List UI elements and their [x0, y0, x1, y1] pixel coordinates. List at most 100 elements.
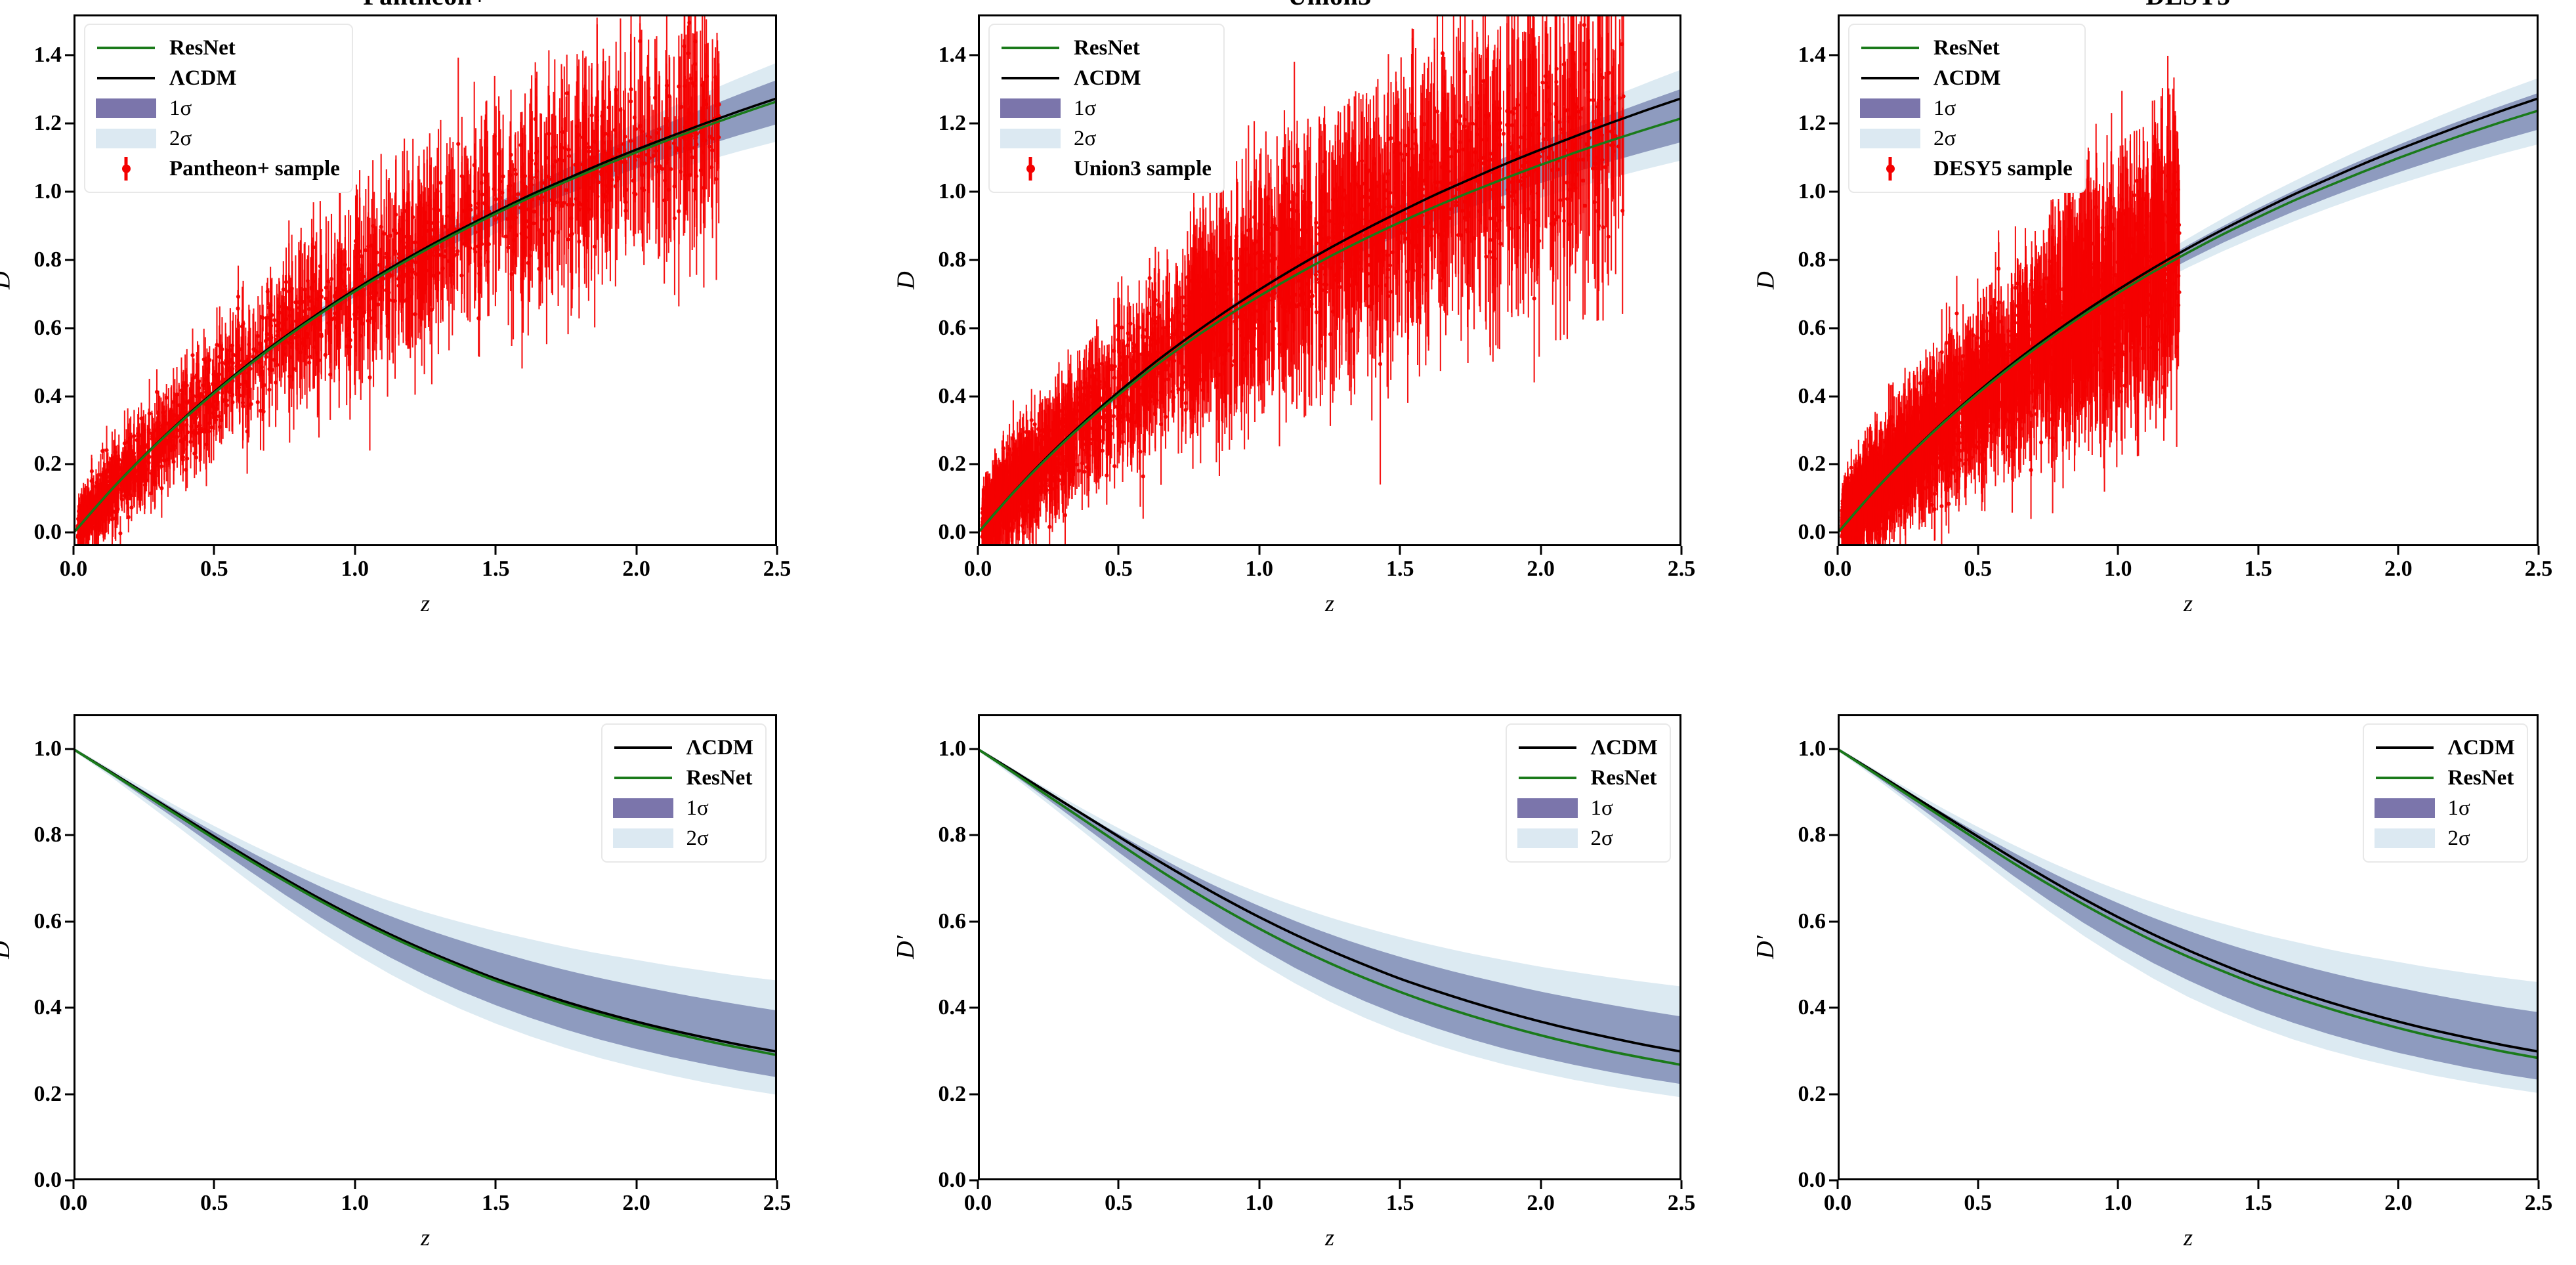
legend-key [1859, 37, 1922, 59]
legend-row: ResNet [2373, 763, 2515, 793]
legend-row: ResNet [95, 33, 340, 63]
xtick-label: 0.0 [59, 1191, 88, 1215]
ytick-label: 0.4 [33, 383, 62, 408]
xtick-mark [776, 546, 778, 555]
legend-row: 2σ [612, 823, 753, 853]
ytick-label: 0.0 [1798, 520, 1826, 545]
errorbar-marker-icon [1888, 157, 1892, 181]
xtick-label: 0.0 [59, 557, 88, 581]
ytick-label: 0.6 [938, 909, 967, 933]
xtick-label: 1.0 [341, 1191, 370, 1215]
legend-key [95, 97, 158, 119]
sigma1-swatch-icon [1517, 798, 1578, 818]
legend-key [999, 97, 1062, 119]
ytick-label: 0.4 [1798, 383, 1826, 408]
sigma1-swatch-icon [2374, 798, 2435, 818]
ytick-mark [1829, 834, 1838, 836]
lcdm-line-icon [1518, 746, 1576, 749]
ytick-label: 0.0 [33, 1168, 62, 1192]
panel-desy5-top: DESY5 0.0 0.2 0.4 0.6 0.8 1.0 1.2 1.4 0.0 0.5 1.0 1.… [1752, 0, 2552, 616]
errorbar-marker-icon [1028, 157, 1032, 181]
sigma2-swatch-icon [96, 129, 156, 148]
plot-area-union3-top [980, 16, 1679, 544]
ytick-label: 1.2 [938, 111, 967, 136]
ytick-mark [1829, 190, 1838, 193]
ytick-mark [65, 1093, 74, 1096]
xtick-label: 0.0 [963, 1191, 992, 1215]
xtick-mark [1836, 1180, 1839, 1189]
resnet-line-icon [97, 47, 155, 49]
ytick-mark [65, 54, 74, 56]
axes-frame-desy5-bottom [1838, 714, 2539, 1180]
ytick-label: 1.2 [1798, 111, 1826, 136]
resnet-line-icon [2375, 777, 2434, 779]
plot-area-union3-bottom [980, 748, 1679, 1098]
xtick-label: 1.5 [481, 1191, 510, 1215]
sigma2-swatch-icon [2374, 828, 2435, 848]
ytick-label: 0.0 [1798, 1168, 1826, 1192]
curve-resnet-union3-top [980, 118, 1679, 532]
ytick-mark [65, 395, 74, 398]
xtick-mark [2117, 1180, 2119, 1189]
sigma2-swatch-icon [1517, 828, 1578, 848]
xtick-mark [1117, 1180, 1120, 1189]
panel-union3-bottom: 0.0 0.2 0.4 0.6 0.8 1.0 0.0 0.5 1.0 1.5 2.0 2.5 z D′ Λ… [892, 714, 1695, 1251]
sigma2-swatch-icon [1000, 129, 1061, 148]
sample-scatter-pantheon-top [75, 16, 721, 544]
ytick-label: 0.2 [33, 452, 62, 477]
xtick-mark [977, 1180, 979, 1189]
lcdm-line-icon [2375, 746, 2434, 749]
legend-row: 2σ [999, 123, 1212, 154]
xtick-label: 0.5 [1964, 1191, 1992, 1215]
lcdm-line-icon [97, 77, 155, 79]
legend-row: ΛCDM [95, 63, 340, 93]
ytick-mark [969, 748, 978, 750]
ytick-label: 0.6 [1798, 909, 1826, 933]
curve-lcdm-pantheon-bottom [75, 749, 775, 1053]
panel-union3-top: Union3 0.0 0.2 0.4 0.6 0.8 1.0 1.2 1.4 0.0 0.5 1.0 1… [892, 0, 1695, 616]
legend-key [2373, 767, 2436, 789]
legend-key [612, 797, 675, 819]
legend-row: DESY5 sample [1859, 154, 2073, 184]
ytick-label: 0.8 [1798, 823, 1826, 847]
xtick-mark [1977, 1180, 1979, 1189]
legend-row: 2σ [2373, 823, 2515, 853]
xtick-label: 2.0 [2384, 1191, 2413, 1215]
plot-area-pantheon-bottom [75, 748, 775, 1095]
legend-row: 1σ [999, 93, 1212, 123]
ytick-mark [969, 395, 978, 398]
legend-pantheon-bottom: ΛCDM ResNet 1σ 2σ [601, 723, 767, 863]
axes-frame-union3-top [978, 14, 1681, 546]
legend-key [999, 37, 1062, 59]
ytick-mark [1829, 1093, 1838, 1096]
legend-key [95, 127, 158, 150]
ytick-mark [1829, 531, 1838, 534]
band-1sigma-union3-bottom [980, 749, 1679, 1084]
xaxis-label-pantheon-top: z [420, 590, 431, 616]
lcdm-line-icon [1861, 77, 1919, 79]
ytick-mark [969, 531, 978, 534]
legend-label: 2σ [1590, 826, 1613, 850]
ytick-mark [65, 834, 74, 836]
ytick-label: 0.4 [938, 383, 967, 408]
legend-row: Pantheon+ sample [95, 154, 340, 184]
ytick-label: 0.2 [938, 452, 967, 477]
ytick-label: 0.6 [1798, 315, 1826, 340]
plot-area-desy5-bottom [1840, 748, 2537, 1093]
legend-row: ΛCDM [612, 733, 753, 763]
xtick-label: 0.5 [1105, 557, 1133, 581]
xtick-label: 2.5 [763, 1191, 792, 1215]
ytick-label: 0.8 [938, 823, 967, 847]
legend-key [1516, 737, 1579, 759]
xtick-label: 1.5 [1385, 557, 1414, 581]
ytick-mark [65, 920, 74, 923]
ytick-label: 0.6 [33, 315, 62, 340]
ytick-mark [65, 1179, 74, 1182]
ytick-label: 0.6 [938, 315, 967, 340]
xtick-mark [635, 1180, 638, 1189]
ytick-mark [1829, 54, 1838, 56]
ytick-mark [1829, 327, 1838, 330]
ytick-mark [1829, 920, 1838, 923]
ytick-label: 1.2 [33, 111, 62, 136]
xaxis-label-pantheon-bottom: z [420, 1224, 431, 1251]
